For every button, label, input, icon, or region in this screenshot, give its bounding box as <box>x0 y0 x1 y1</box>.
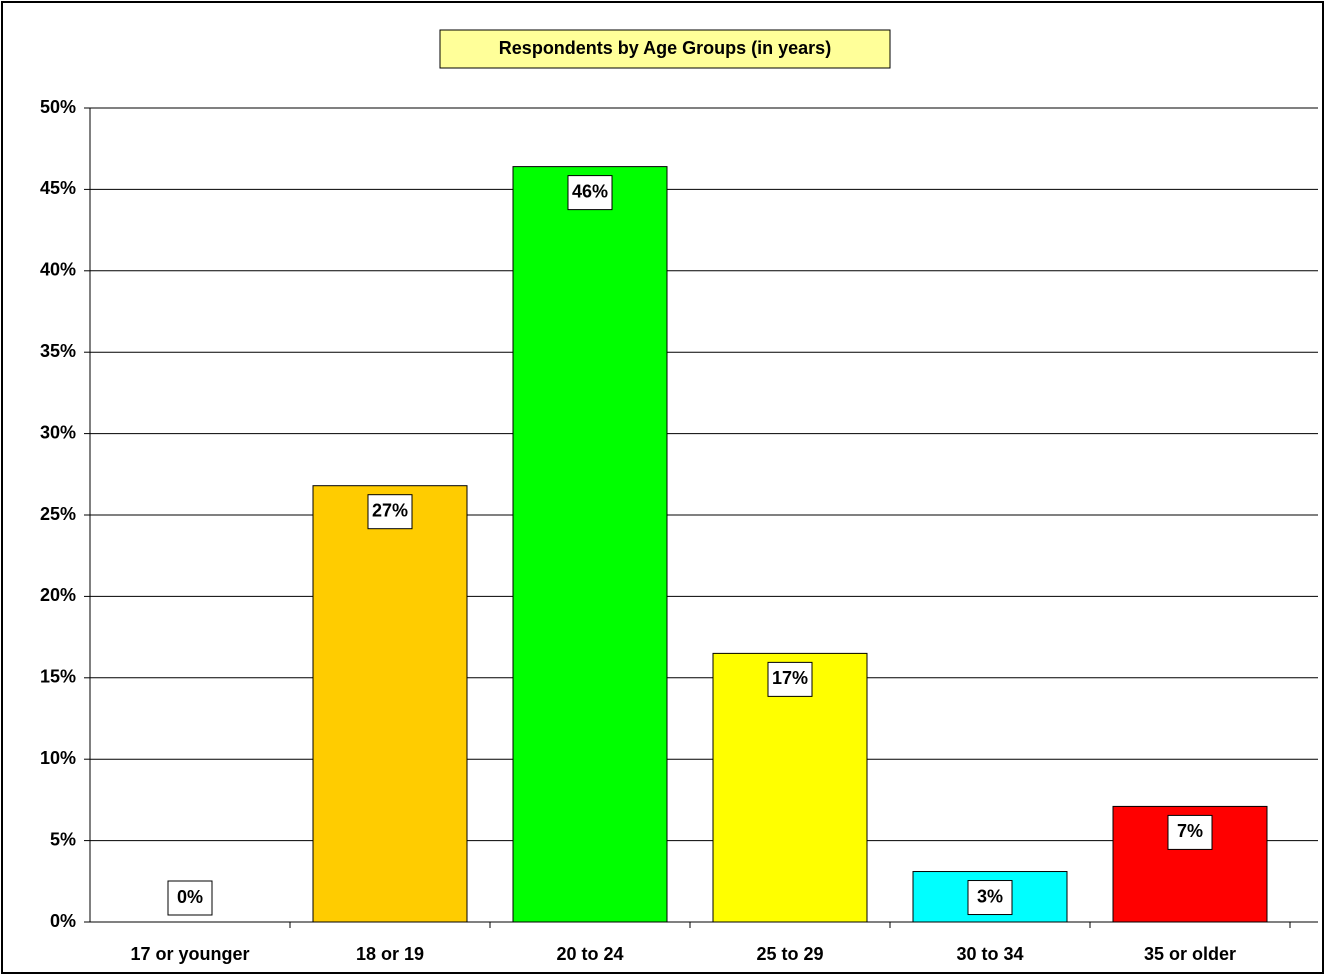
y-tick-label: 40% <box>40 260 76 280</box>
value-label: 3% <box>977 886 1003 906</box>
value-label: 7% <box>1177 821 1203 841</box>
y-tick-label: 25% <box>40 504 76 524</box>
bar <box>312 485 468 923</box>
y-tick-label: 35% <box>40 341 76 361</box>
value-label-box <box>767 661 813 697</box>
x-tick-label: 20 to 24 <box>556 944 623 964</box>
y-tick-label: 50% <box>40 97 76 117</box>
value-label-box <box>567 175 613 211</box>
chart-title: Respondents by Age Groups (in years) <box>499 38 831 58</box>
value-label-box <box>1167 814 1213 850</box>
title-box <box>439 29 891 69</box>
y-tick-label: 20% <box>40 585 76 605</box>
x-tick-label: 17 or younger <box>130 944 249 964</box>
bar <box>512 166 668 923</box>
y-tick-label: 0% <box>50 911 76 931</box>
value-label: 46% <box>572 181 608 201</box>
y-tick-label: 30% <box>40 422 76 442</box>
y-tick-label: 10% <box>40 748 76 768</box>
bar <box>712 652 868 923</box>
y-tick-label: 15% <box>40 667 76 687</box>
y-tick-label: 5% <box>50 829 76 849</box>
value-label: 17% <box>772 668 808 688</box>
x-tick-label: 18 or 19 <box>356 944 424 964</box>
x-tick-label: 25 to 29 <box>756 944 823 964</box>
value-label-box <box>167 880 213 916</box>
value-label-box <box>967 880 1013 916</box>
value-label-box <box>367 494 413 530</box>
value-label: 27% <box>372 500 408 520</box>
value-label: 0% <box>177 887 203 907</box>
x-tick-label: 30 to 34 <box>956 944 1023 964</box>
x-tick-label: 35 or older <box>1144 944 1236 964</box>
y-tick-label: 45% <box>40 178 76 198</box>
